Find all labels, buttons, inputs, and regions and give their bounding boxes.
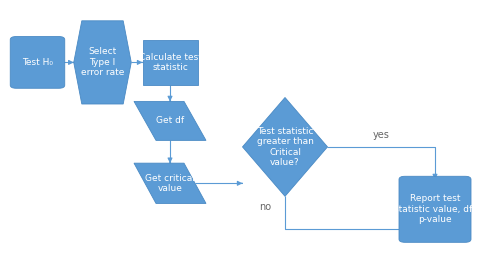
Text: Select
Type I
error rate: Select Type I error rate: [81, 48, 124, 77]
Bar: [142, 40, 198, 85]
FancyBboxPatch shape: [399, 176, 471, 242]
Text: Report test
statistic value, df,
p-value: Report test statistic value, df, p-value: [394, 194, 475, 224]
Text: Get df: Get df: [156, 116, 184, 125]
Polygon shape: [242, 98, 328, 196]
Text: yes: yes: [373, 131, 390, 140]
Polygon shape: [134, 101, 206, 140]
Text: Get critical
value: Get critical value: [145, 174, 195, 193]
Text: Test statistic
greater than
Critical
value?: Test statistic greater than Critical val…: [256, 127, 314, 167]
Polygon shape: [74, 21, 131, 104]
Polygon shape: [134, 163, 206, 203]
Text: Calculate test
statistic: Calculate test statistic: [138, 53, 202, 72]
Text: no: no: [259, 202, 271, 211]
FancyBboxPatch shape: [10, 37, 65, 88]
Text: Test H₀: Test H₀: [22, 58, 53, 67]
